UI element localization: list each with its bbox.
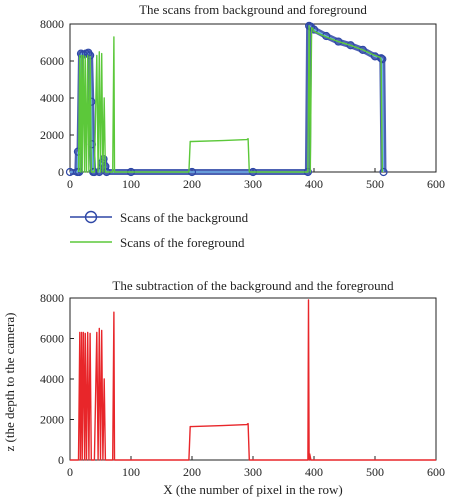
- chart2-ytick-label: 2000: [40, 413, 64, 427]
- chart1-xtick-label: 600: [427, 177, 445, 191]
- chart1-xtick-label: 100: [122, 177, 140, 191]
- chart1-series-0-point: [378, 55, 387, 64]
- chart1-series-1-line: [77, 25, 383, 173]
- legend-background-marker: [84, 210, 98, 224]
- chart1-series-0-point: [358, 45, 367, 55]
- chart1-series-0-point: [334, 37, 343, 46]
- chart1-xtick-label: 200: [183, 177, 201, 191]
- chart1-ytick-label: 0: [58, 165, 64, 179]
- legend-background-label: Scans of the background: [120, 210, 249, 225]
- chart2-ytick-label: 4000: [40, 372, 64, 386]
- chart1-series-0-line: [70, 24, 385, 173]
- chart1-xtick-label: 300: [244, 177, 262, 191]
- chart2-ytick-label: 0: [58, 453, 64, 467]
- chart2-xtick-label: 200: [183, 465, 201, 479]
- chart2-frame: [69, 297, 437, 461]
- chart1-xtick-label: 400: [305, 177, 323, 191]
- chart1-xtick-label: 0: [67, 177, 73, 191]
- chart2-series-0-line: [70, 299, 436, 461]
- chart1-ytick-label: 4000: [40, 91, 64, 105]
- chart1-series-0-point: [346, 41, 355, 50]
- chart1-ytick-label: 6000: [40, 54, 64, 68]
- chart2-xtick-label: 600: [427, 465, 445, 479]
- chart2-xtick-label: 400: [305, 465, 323, 479]
- chart1-ytick-label: 8000: [40, 17, 64, 31]
- chart1-series-0-band: [70, 22, 387, 175]
- chart1-xtick-label: 500: [366, 177, 384, 191]
- chart2-xtick-label: 300: [244, 465, 262, 479]
- legend-foreground-label: Scans of the foreground: [120, 235, 245, 250]
- chart2-xtick-label: 100: [122, 465, 140, 479]
- chart1-legend: Scans of the background Scans of the for…: [70, 210, 249, 250]
- chart2-ytick-label: 6000: [40, 332, 64, 346]
- chart1-ytick-label: 2000: [40, 128, 64, 142]
- chart2-xtick-label: 500: [366, 465, 384, 479]
- chart2-title: The subtraction of the background and th…: [112, 278, 394, 293]
- chart2-xlabel: X (the number of pixel in the row): [163, 482, 342, 497]
- chart2-ylabel: z (the depth to the camera): [2, 313, 17, 452]
- chart1-title: The scans from background and foreground: [139, 2, 367, 17]
- chart1-series-0-point: [379, 167, 388, 177]
- chart1-series-0-point: [309, 25, 319, 34]
- chart2-ytick-label: 8000: [40, 291, 64, 305]
- chart2-xtick-label: 0: [67, 465, 73, 479]
